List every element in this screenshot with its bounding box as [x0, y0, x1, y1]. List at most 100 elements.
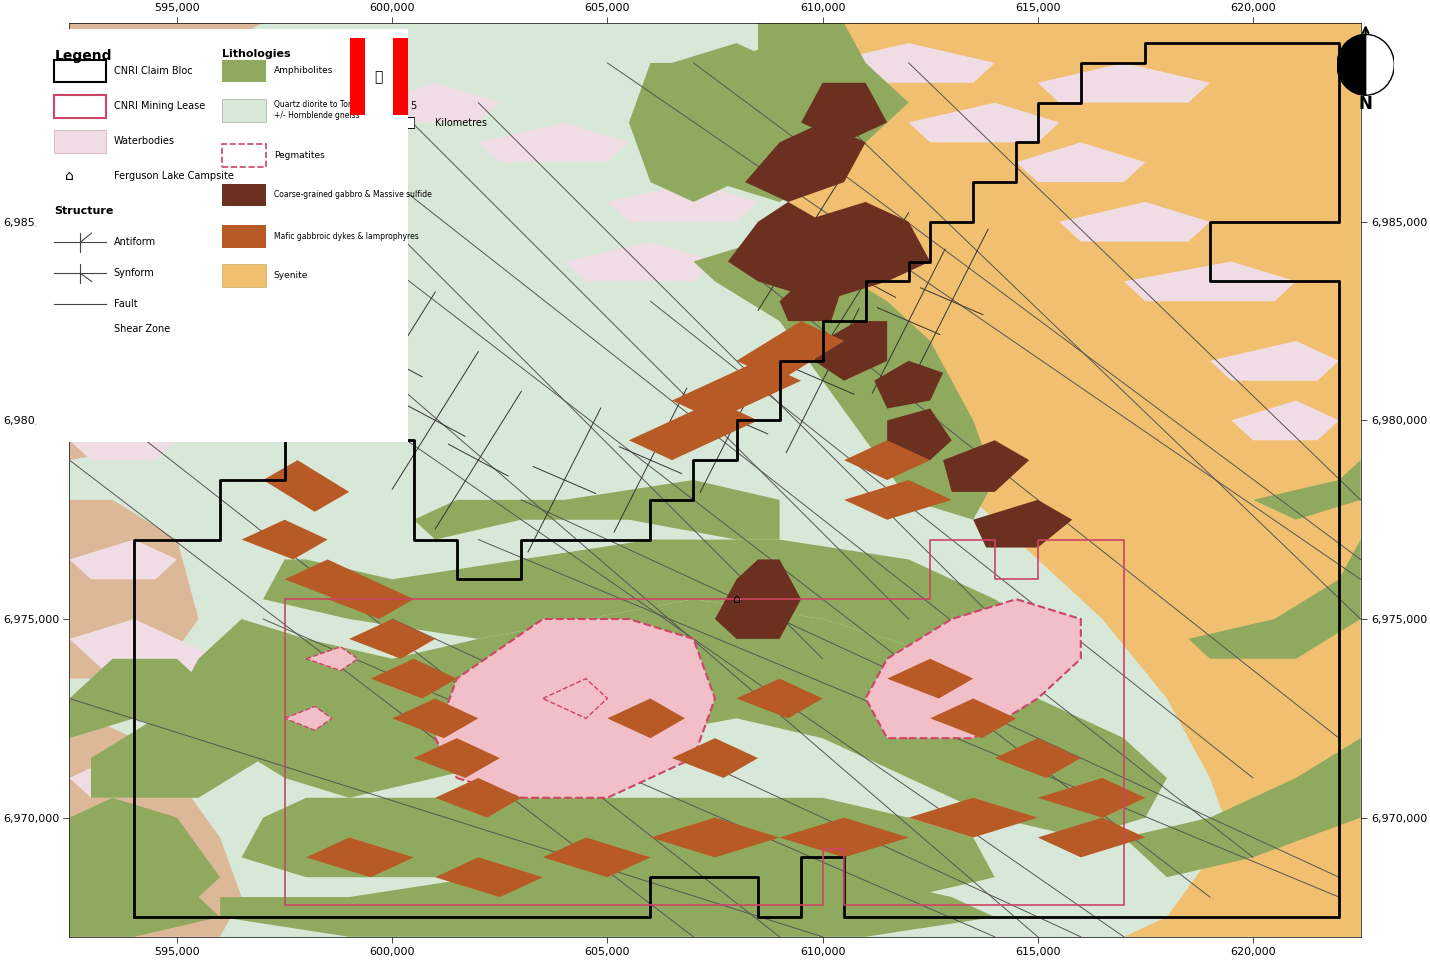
- Polygon shape: [242, 519, 327, 560]
- FancyBboxPatch shape: [31, 25, 412, 445]
- Polygon shape: [758, 23, 1360, 937]
- Polygon shape: [1253, 460, 1360, 519]
- Bar: [222, 60, 266, 83]
- Polygon shape: [629, 43, 801, 202]
- Wedge shape: [1366, 35, 1394, 95]
- Polygon shape: [874, 361, 944, 409]
- Polygon shape: [1038, 63, 1210, 103]
- Wedge shape: [1337, 35, 1366, 95]
- Polygon shape: [70, 798, 220, 917]
- Polygon shape: [70, 718, 242, 937]
- Polygon shape: [995, 738, 1081, 778]
- Polygon shape: [758, 202, 930, 301]
- Polygon shape: [370, 83, 500, 123]
- Polygon shape: [908, 798, 1038, 837]
- Text: Shear Zone: Shear Zone: [114, 324, 170, 334]
- Polygon shape: [306, 837, 413, 877]
- Polygon shape: [435, 857, 543, 897]
- Text: 5: 5: [410, 101, 418, 110]
- Polygon shape: [629, 400, 758, 460]
- Polygon shape: [1060, 202, 1210, 242]
- Polygon shape: [1038, 778, 1145, 818]
- Polygon shape: [70, 23, 263, 55]
- Polygon shape: [974, 500, 1072, 547]
- Text: Waterbodies: Waterbodies: [114, 136, 174, 146]
- Bar: [222, 225, 266, 248]
- Bar: [222, 183, 266, 206]
- Polygon shape: [70, 63, 285, 242]
- Polygon shape: [92, 699, 263, 798]
- Bar: [54, 60, 106, 83]
- Text: ⌂: ⌂: [66, 169, 74, 183]
- Polygon shape: [413, 480, 779, 540]
- Text: Mafic gabbroic dykes & lamprophyres: Mafic gabbroic dykes & lamprophyres: [273, 231, 419, 241]
- Polygon shape: [801, 83, 887, 142]
- Text: Pegmatites: Pegmatites: [273, 151, 325, 160]
- Polygon shape: [1038, 818, 1145, 857]
- Polygon shape: [70, 857, 134, 897]
- Polygon shape: [1017, 142, 1145, 182]
- Polygon shape: [715, 560, 801, 639]
- Polygon shape: [672, 738, 758, 778]
- Polygon shape: [736, 679, 822, 718]
- Polygon shape: [672, 361, 801, 420]
- Polygon shape: [758, 23, 865, 103]
- Polygon shape: [728, 202, 822, 281]
- Bar: [222, 99, 266, 122]
- Polygon shape: [70, 341, 177, 381]
- Polygon shape: [70, 659, 220, 738]
- Polygon shape: [1210, 341, 1338, 381]
- Bar: [54, 95, 106, 117]
- Polygon shape: [814, 321, 887, 381]
- Polygon shape: [177, 599, 1167, 837]
- Text: N: N: [1358, 95, 1373, 113]
- Polygon shape: [70, 540, 177, 579]
- Text: 2.5: 2.5: [299, 101, 315, 110]
- Bar: [365, 38, 393, 115]
- Polygon shape: [779, 270, 844, 321]
- Polygon shape: [70, 758, 156, 798]
- Polygon shape: [608, 182, 758, 222]
- Polygon shape: [908, 103, 1060, 142]
- Bar: [222, 264, 266, 287]
- Polygon shape: [70, 619, 177, 659]
- Polygon shape: [944, 441, 1030, 492]
- Polygon shape: [306, 647, 358, 671]
- Text: CNRI Mining Lease: CNRI Mining Lease: [114, 101, 204, 111]
- Polygon shape: [608, 699, 685, 738]
- Polygon shape: [70, 857, 220, 937]
- Polygon shape: [1188, 540, 1360, 659]
- Text: Amphibolites: Amphibolites: [273, 66, 333, 76]
- Polygon shape: [779, 818, 908, 857]
- Polygon shape: [1124, 261, 1296, 301]
- Polygon shape: [263, 460, 349, 512]
- Polygon shape: [887, 659, 974, 699]
- Polygon shape: [242, 798, 995, 897]
- Text: 🍁: 🍁: [375, 70, 383, 84]
- Polygon shape: [844, 441, 930, 480]
- Bar: [54, 130, 106, 153]
- Polygon shape: [263, 123, 392, 162]
- Text: Synform: Synform: [114, 268, 154, 278]
- Polygon shape: [543, 679, 608, 718]
- Polygon shape: [565, 242, 715, 281]
- Polygon shape: [1124, 778, 1360, 937]
- Polygon shape: [70, 23, 1360, 937]
- Polygon shape: [242, 242, 370, 281]
- Polygon shape: [887, 409, 952, 460]
- Polygon shape: [435, 619, 715, 798]
- Polygon shape: [672, 43, 908, 202]
- Text: Lithologies: Lithologies: [222, 50, 290, 60]
- Text: Syenite: Syenite: [273, 271, 307, 279]
- Bar: [222, 144, 266, 167]
- Polygon shape: [1124, 738, 1360, 877]
- Polygon shape: [327, 579, 413, 619]
- Polygon shape: [865, 599, 1081, 738]
- Polygon shape: [92, 639, 220, 679]
- Polygon shape: [285, 560, 370, 599]
- Text: Coarse-grained gabbro & Massive sulfide: Coarse-grained gabbro & Massive sulfide: [273, 190, 432, 200]
- Polygon shape: [285, 707, 332, 731]
- Polygon shape: [435, 778, 522, 818]
- Text: 0: 0: [196, 101, 202, 110]
- Bar: [393, 38, 408, 115]
